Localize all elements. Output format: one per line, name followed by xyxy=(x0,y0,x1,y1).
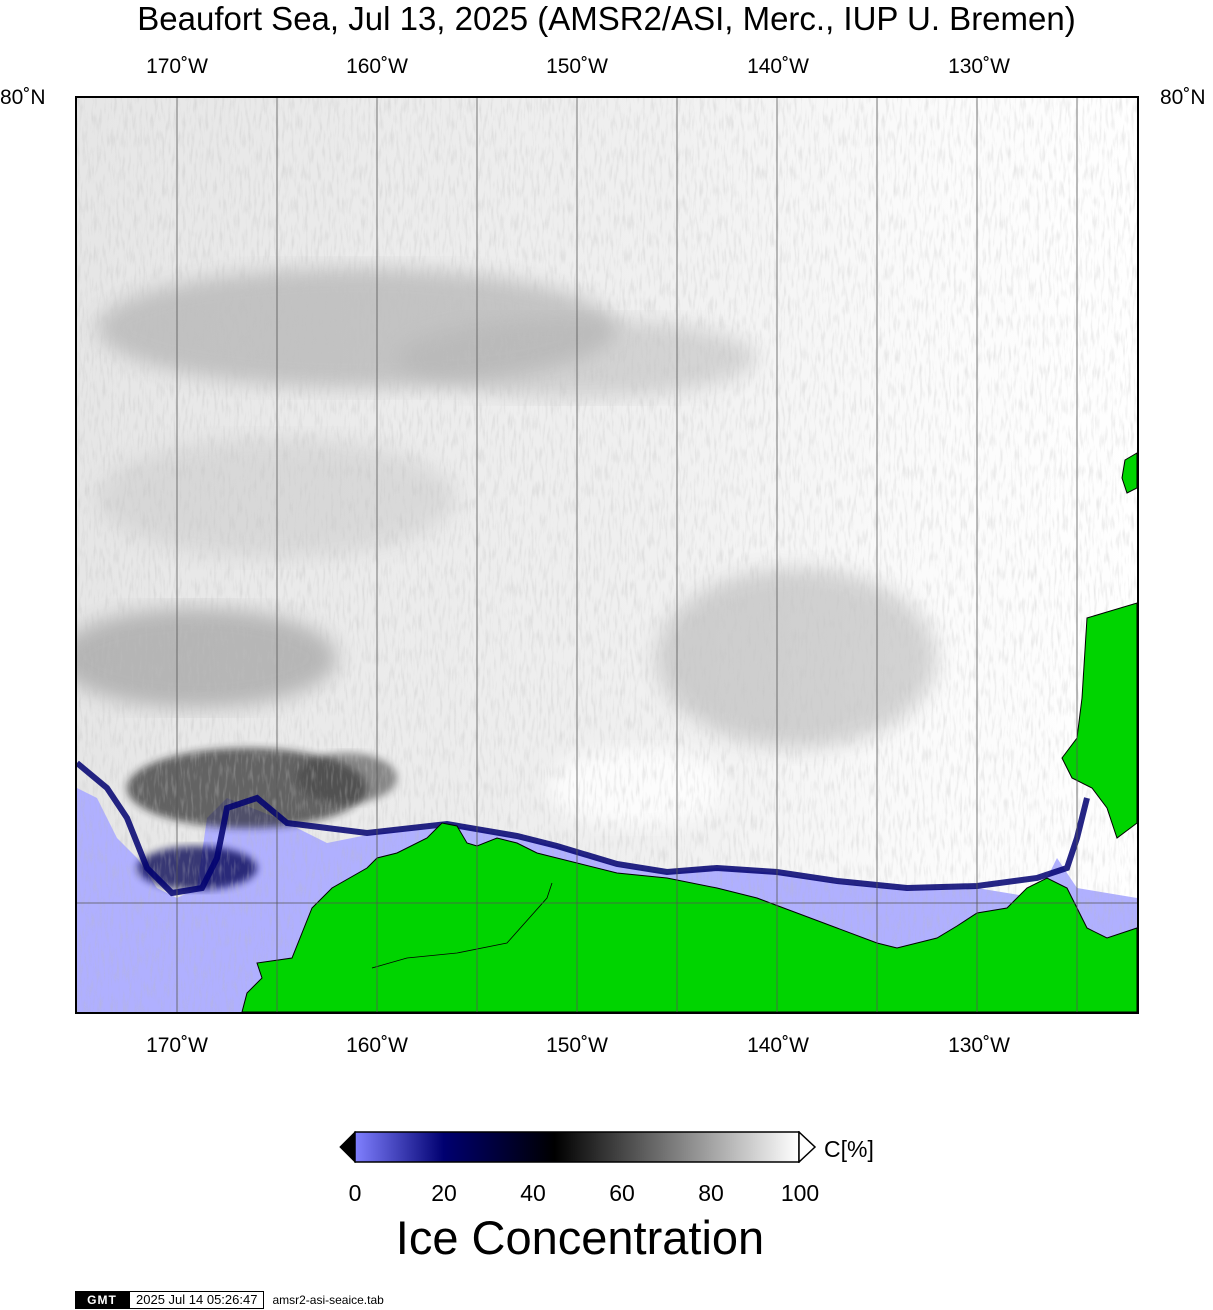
colorbar-under-arrow xyxy=(339,1131,356,1163)
lon-label-bottom-160w: 160˚W xyxy=(346,1034,408,1057)
lon-label-top-160w: 160˚W xyxy=(346,55,408,78)
lon-label-bottom-140w: 140˚W xyxy=(747,1034,809,1057)
lon-label-top-140w: 140˚W xyxy=(747,55,809,78)
land-alaska xyxy=(241,822,1137,1012)
lon-label-top-170w: 170˚W xyxy=(146,55,208,78)
land-banks-island xyxy=(1061,602,1137,839)
colorbar-tick-0: 0 xyxy=(348,1180,362,1206)
colorbar-tick-60: 60 xyxy=(609,1180,635,1206)
lon-label-top-130w: 130˚W xyxy=(948,55,1010,78)
lon-label-bottom-150w: 150˚W xyxy=(546,1034,608,1057)
lat-label-right: 80˚N xyxy=(1160,86,1206,109)
land-islet xyxy=(1121,452,1137,494)
colorbar-title: Ice Concentration xyxy=(395,1211,765,1264)
colorbar-over-arrow xyxy=(798,1131,817,1163)
colorbar-ramp xyxy=(354,1131,800,1163)
lat-label-left: 80˚N xyxy=(0,86,46,109)
map-title: Beaufort Sea, Jul 13, 2025 (AMSR2/ASI, M… xyxy=(137,0,1076,37)
gmt-logo: GMT xyxy=(75,1290,129,1309)
border-line xyxy=(371,882,553,969)
lon-label-bottom-170w: 170˚W xyxy=(146,1034,208,1057)
colorbar-tick-80: 80 xyxy=(698,1180,724,1206)
ice-concentration-map xyxy=(75,96,1139,1014)
timestamp: 2025 Jul 14 05:26:47 xyxy=(129,1290,265,1309)
map-canvas xyxy=(77,98,1137,1012)
graticule xyxy=(77,98,1137,1012)
lon-label-top-150w: 150˚W xyxy=(546,55,608,78)
source-file: amsr2-asi-seaice.tab xyxy=(272,1292,384,1307)
footer: GMT 2025 Jul 14 05:26:47 amsr2-asi-seaic… xyxy=(75,1290,384,1309)
lon-label-bottom-130w: 130˚W xyxy=(948,1034,1010,1057)
colorbar-tick-20: 20 xyxy=(431,1180,457,1206)
colorbar-tick-100: 100 xyxy=(780,1180,820,1206)
colorbar-unit: C[%] xyxy=(824,1136,874,1162)
colorbar-tick-40: 40 xyxy=(520,1180,546,1206)
colorbar xyxy=(339,1131,817,1163)
